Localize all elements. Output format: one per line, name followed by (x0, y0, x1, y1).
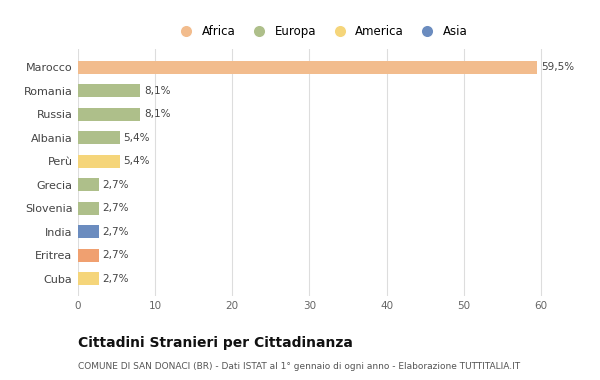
Text: 2,7%: 2,7% (103, 250, 129, 260)
Bar (78, 155, 119, 168)
Bar (78, 249, 99, 262)
Text: 8,1%: 8,1% (145, 109, 171, 119)
Text: 2,7%: 2,7% (103, 274, 129, 284)
Legend: Africa, Europa, America, Asia: Africa, Europa, America, Asia (170, 21, 472, 43)
Bar (78, 131, 119, 144)
Text: 59,5%: 59,5% (541, 62, 574, 72)
Bar (78, 178, 99, 191)
Text: COMUNE DI SAN DONACI (BR) - Dati ISTAT al 1° gennaio di ogni anno - Elaborazione: COMUNE DI SAN DONACI (BR) - Dati ISTAT a… (78, 362, 520, 371)
Text: Cittadini Stranieri per Cittadinanza: Cittadini Stranieri per Cittadinanza (78, 336, 353, 350)
Text: 2,7%: 2,7% (103, 180, 129, 190)
Text: 5,4%: 5,4% (124, 156, 150, 166)
Text: 8,1%: 8,1% (145, 86, 171, 96)
Bar (78, 225, 99, 238)
Bar (78, 61, 537, 74)
Bar (78, 202, 99, 215)
Bar (78, 272, 99, 285)
Text: 2,7%: 2,7% (103, 203, 129, 213)
Bar (78, 108, 140, 120)
Bar (78, 84, 140, 97)
Text: 2,7%: 2,7% (103, 227, 129, 237)
Text: 5,4%: 5,4% (124, 133, 150, 142)
